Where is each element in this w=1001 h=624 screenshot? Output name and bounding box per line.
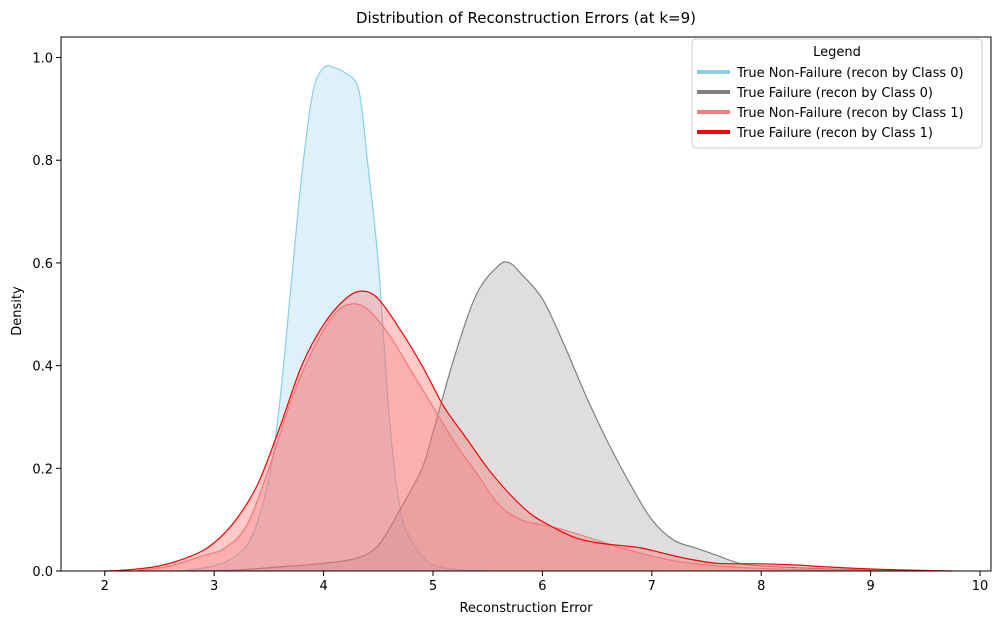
y-axis-label: Density: [10, 286, 25, 336]
x-tick-label: 9: [867, 579, 875, 594]
x-tick-label: 6: [538, 579, 546, 594]
y-tick-label: 0.2: [32, 462, 53, 477]
x-tick-label: 10: [972, 579, 989, 594]
density-area-series-4: [104, 291, 953, 571]
y-tick-label: 0.0: [32, 565, 53, 580]
x-axis-label: Reconstruction Error: [459, 601, 593, 616]
density-area-series-3: [137, 303, 871, 571]
legend-entry-label: True Failure (recon by Class 1): [736, 126, 933, 141]
legend-entry-label: True Failure (recon by Class 0): [736, 86, 933, 101]
density-line-series-1: [181, 65, 488, 572]
density-area-series-1: [181, 65, 488, 572]
x-tick-label: 5: [429, 579, 437, 594]
density-line-series-4: [104, 290, 953, 572]
density-line-series-2: [192, 261, 915, 572]
y-tick-label: 0.4: [32, 360, 53, 375]
legend-title: Legend: [813, 45, 861, 60]
legend-entry-label: True Non-Failure (recon by Class 1): [736, 106, 964, 121]
legend: Legend True Non-Failure (recon by Class …: [691, 38, 983, 149]
y-tick-label: 0.8: [32, 154, 53, 169]
y-tick-label: 0.6: [32, 257, 53, 272]
density-line-series-3: [137, 303, 871, 572]
density-area-series-2: [192, 261, 915, 571]
plot-area: [104, 65, 953, 572]
y-axis: 0.0 0.2 0.4 0.6 0.8 1.0: [32, 52, 61, 580]
x-tick-label: 2: [101, 579, 109, 594]
x-tick-label: 7: [648, 579, 656, 594]
legend-entry-label: True Non-Failure (recon by Class 0): [736, 66, 964, 81]
x-tick-label: 4: [319, 579, 327, 594]
x-axis: 2 3 4 5 6 7 8 9 10: [101, 571, 989, 594]
x-tick-label: 8: [757, 579, 765, 594]
plot-frame: [60, 36, 992, 572]
legend-box: [691, 38, 983, 149]
y-tick-label: 1.0: [32, 52, 53, 67]
x-tick-label: 3: [210, 579, 218, 594]
chart-title: Distribution of Reconstruction Errors (a…: [356, 9, 696, 27]
